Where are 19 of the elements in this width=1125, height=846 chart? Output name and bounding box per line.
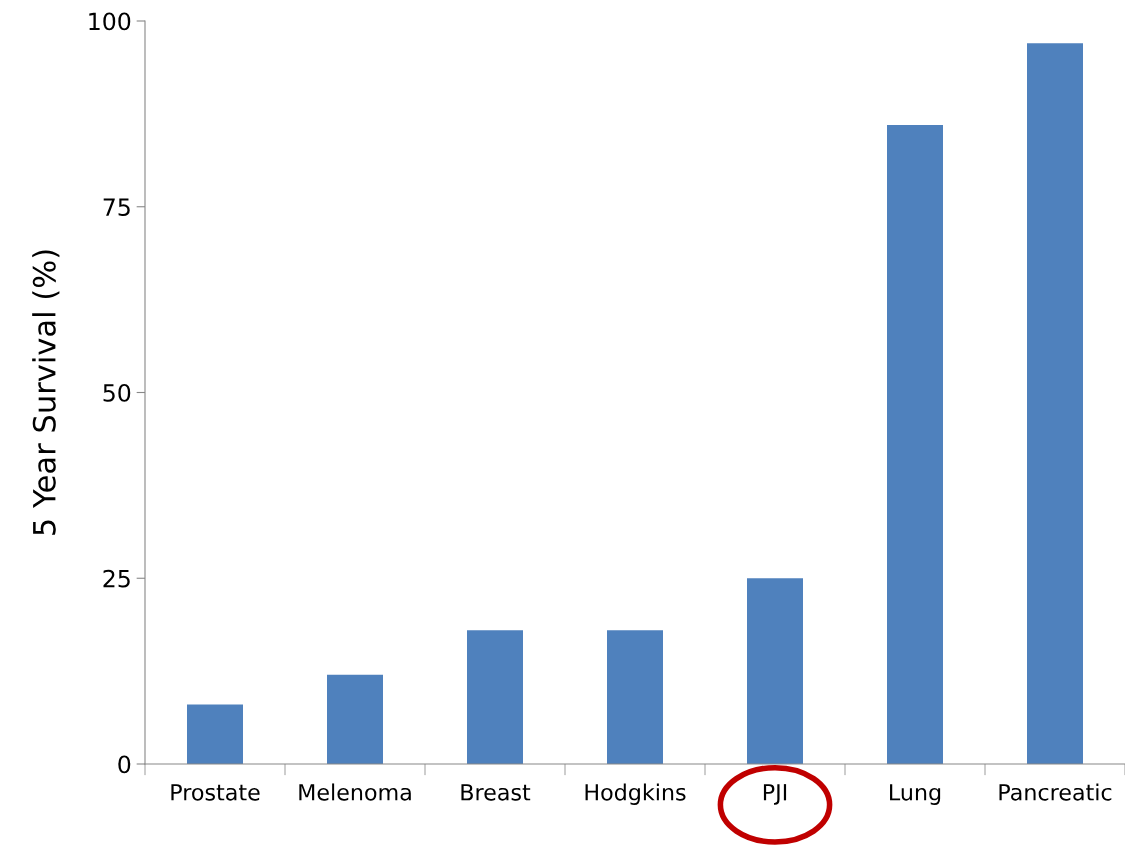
bar xyxy=(467,630,523,764)
x-tick-label: Melenoma xyxy=(299,783,411,801)
y-tick-label: 75 xyxy=(103,198,130,217)
y-tick-label: 25 xyxy=(103,569,130,588)
y-tick-label: 50 xyxy=(103,383,131,402)
bar xyxy=(607,630,663,764)
x-tick-label: Prostate xyxy=(171,784,260,801)
bar xyxy=(887,125,943,764)
bar xyxy=(187,704,243,764)
x-tick-label: Breast xyxy=(461,784,531,801)
x-tick-label: Hodgkins xyxy=(585,783,686,805)
x-tick-label: PJI xyxy=(763,784,787,805)
bar xyxy=(327,674,383,764)
y-axis-title: 5 Year Survival (%) xyxy=(32,250,60,535)
y-tick-label: 0 xyxy=(118,755,131,774)
y-tick-label: 100 xyxy=(89,12,131,31)
bar xyxy=(1027,43,1083,764)
x-tick-label: Lung xyxy=(890,784,941,805)
x-tick-label: Pancreatic xyxy=(999,783,1112,801)
